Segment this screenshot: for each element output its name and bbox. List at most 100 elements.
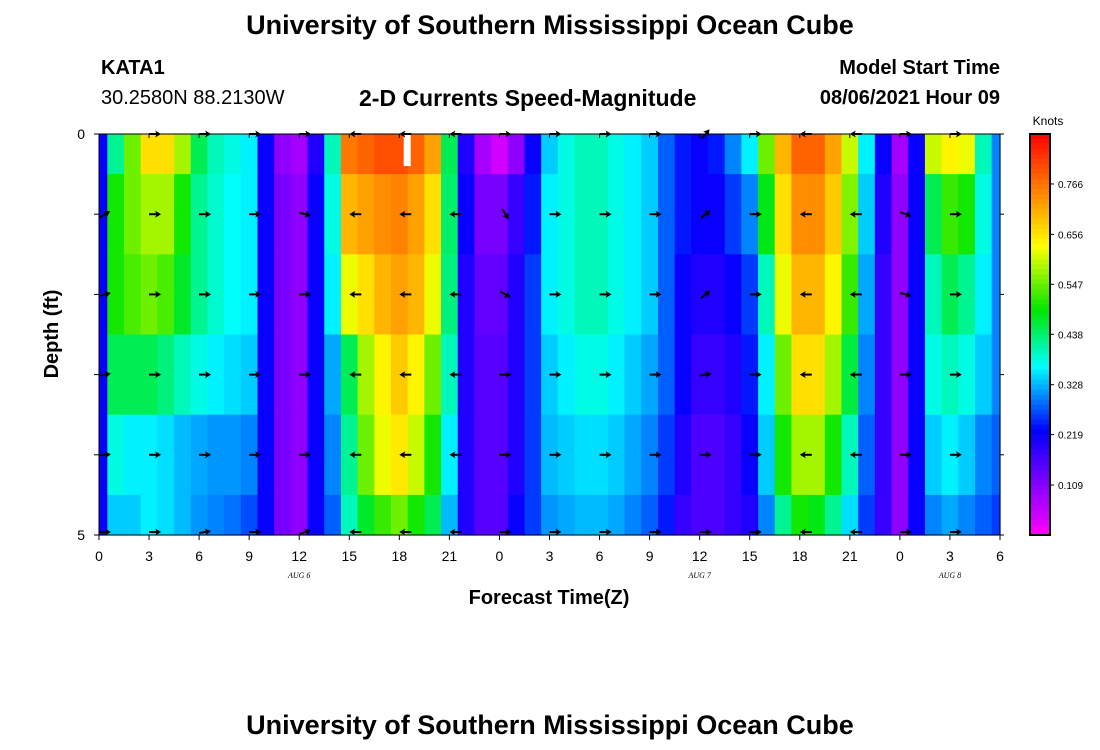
colorbar-tick-label: 0.438 (1058, 330, 1083, 341)
colorbar-segment (1030, 159, 1050, 165)
colorbar-segment (1030, 259, 1050, 265)
heatmap-cell (908, 174, 926, 255)
heatmap-cell (774, 254, 793, 336)
heatmap-cell (574, 334, 592, 416)
heatmap-cell (557, 254, 576, 336)
current-arrow (449, 451, 462, 459)
current-arrow-head (849, 371, 856, 379)
colorbar-segment (1030, 494, 1050, 501)
current-arrow-head (449, 210, 456, 218)
heatmap-cell (791, 494, 809, 536)
heatmap-cell (708, 494, 726, 536)
current-arrow-head (605, 371, 612, 379)
heatmap-cell (991, 134, 1001, 175)
colorbar-segment (1030, 169, 1050, 175)
current-arrow (899, 291, 912, 298)
colorbar-segment (1030, 349, 1050, 356)
heatmap-cell (557, 334, 576, 416)
current-arrow (899, 451, 912, 459)
heatmap-cell (624, 174, 642, 255)
current-arrow-head (904, 291, 912, 298)
current-arrow (849, 371, 862, 379)
current-arrow-head (799, 371, 806, 379)
x-tick-label: 15 (341, 548, 357, 564)
current-arrow-head (799, 210, 806, 218)
current-arrow (349, 528, 362, 536)
heatmap-cell (491, 174, 509, 255)
heatmap-cell (390, 414, 409, 496)
heatmap-cell (99, 494, 108, 536)
heatmap-cell (474, 254, 492, 336)
heatmap-cell (941, 134, 959, 175)
current-arrow (98, 451, 111, 459)
heatmap-cell (174, 494, 192, 536)
current-arrow (499, 371, 512, 379)
heatmap-cell (357, 494, 375, 536)
current-arrow (299, 210, 311, 218)
heatmap-cell (390, 334, 409, 416)
current-arrow-head (605, 451, 612, 459)
heatmap-cell (340, 174, 359, 255)
current-arrow-head (255, 528, 262, 536)
current-arrow-head (399, 210, 406, 218)
heatmap-cell (107, 174, 125, 255)
current-arrow (649, 371, 662, 379)
current-arrow-head (555, 210, 562, 218)
colorbar-segment (1030, 239, 1050, 245)
heatmap-cell (491, 254, 509, 336)
heatmap-cell (324, 174, 342, 255)
current-arrow-head (755, 451, 762, 459)
colorbar-segment (1030, 339, 1050, 346)
heatmap-cell (758, 174, 776, 255)
heatmap-cell (758, 414, 776, 496)
heatmap-cell (841, 494, 859, 536)
current-arrow (849, 210, 862, 218)
current-arrow-head (155, 290, 162, 298)
heatmap-cell (991, 494, 1001, 536)
heatmap-cell (958, 414, 976, 496)
current-arrow (399, 451, 412, 459)
colorbar-segment (1030, 414, 1050, 421)
current-arrow-head (799, 528, 806, 536)
heatmap-cell (574, 134, 592, 175)
heatmap-cell (624, 254, 642, 336)
current-arrow (449, 210, 462, 218)
heatmap-cell (824, 174, 843, 255)
heatmap-cell (207, 134, 225, 175)
colorbar-segment (1030, 209, 1050, 215)
colorbar-segment (1030, 139, 1050, 145)
heatmap-cell (874, 414, 893, 496)
current-arrow (899, 210, 912, 218)
heatmap-cell (641, 134, 659, 175)
current-arrow (349, 451, 362, 459)
heatmap-cell (274, 134, 292, 175)
current-arrow (499, 528, 512, 536)
current-arrow (749, 528, 762, 536)
current-arrow (949, 210, 962, 218)
heatmap-cell (741, 494, 759, 536)
current-arrow-head (705, 528, 712, 536)
current-arrow (299, 451, 312, 459)
colorbar-segment (1030, 179, 1050, 185)
y-axis-label: Depth (ft) (41, 290, 63, 379)
current-arrow-head (349, 451, 356, 459)
heatmap-cell (190, 134, 209, 175)
current-arrow-head (605, 528, 612, 536)
colorbar-segment (1030, 529, 1050, 536)
heatmap-cell (874, 494, 893, 536)
current-arrow-head (255, 290, 262, 298)
colorbar-segment (1030, 254, 1050, 260)
x-tick-label: 9 (646, 548, 654, 564)
heatmap-cell (708, 254, 726, 336)
heatmap-cell (824, 414, 843, 496)
y-tick-label: 5 (77, 527, 85, 543)
current-arrow (399, 371, 412, 379)
date-label: AUG 8 (938, 571, 961, 580)
heatmap-cell (207, 334, 225, 416)
heatmap-cell (808, 134, 826, 175)
heatmap-cell (657, 494, 676, 536)
current-arrow-head (799, 290, 806, 298)
heatmap-cell (758, 494, 776, 536)
current-arrow-head (755, 371, 762, 379)
x-tick-label: 3 (145, 548, 153, 564)
